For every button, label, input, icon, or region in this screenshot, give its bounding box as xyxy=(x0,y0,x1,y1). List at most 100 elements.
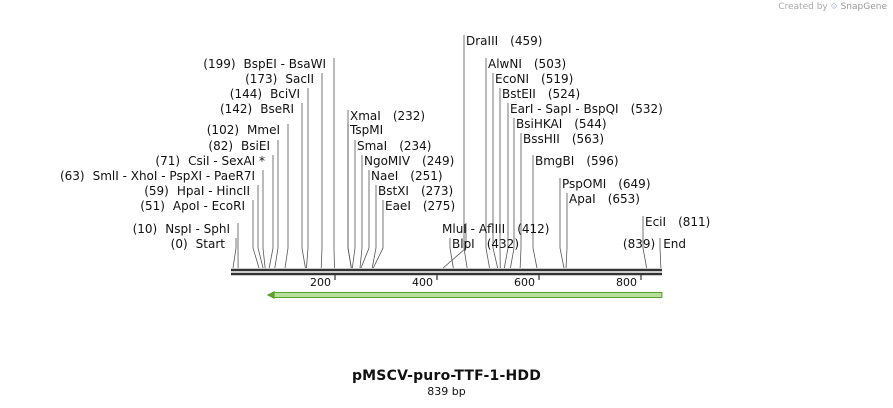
cut-position: (653) xyxy=(608,192,640,206)
leader-lines xyxy=(232,35,662,269)
leader-line-bstxi xyxy=(371,185,377,269)
enzyme-name: EaeI xyxy=(385,199,411,213)
enzyme-label-ecii: EciI (811) xyxy=(645,215,710,229)
cut-position: (544) xyxy=(574,117,606,131)
enzyme-name: TspMI xyxy=(349,123,383,137)
leader-line-smli xyxy=(262,170,266,269)
leader-line-bmgbi xyxy=(532,155,538,269)
cut-position: (503) xyxy=(534,57,566,71)
enzyme-name: BspQI xyxy=(584,102,619,116)
cut-position: (524) xyxy=(548,87,580,101)
enzyme-label-bsiei: (82) BsiEI xyxy=(208,139,270,153)
enzyme-name: XmaI xyxy=(350,109,381,123)
enzyme-name: MmeI xyxy=(247,123,280,137)
cut-position: (59) xyxy=(144,184,169,198)
leader-line-eari xyxy=(503,103,509,269)
separator: - xyxy=(202,169,214,183)
leader-line-start xyxy=(232,238,237,269)
cut-position: (142) xyxy=(220,102,252,116)
map-title-block: pMSCV-puro-TTF-1-HDD 839 bp xyxy=(0,368,893,398)
cut-position: (63) xyxy=(60,169,85,183)
cut-position: (102) xyxy=(207,123,239,137)
enzyme-name: EcoNI xyxy=(495,72,529,86)
enzyme-label-pspomi: PspOMI (649) xyxy=(562,177,651,191)
enzyme-labels: (0) Start(10) NspI - SphI(51) ApoI - EcoRI(… xyxy=(60,34,710,251)
leader-line-pspomi xyxy=(559,178,565,269)
snapgene-credit: Created by ⟐ SnapGene xyxy=(778,2,887,12)
enzyme-name: BsiHKAI xyxy=(516,117,562,131)
enzyme-label-bsshii: BssHII (563) xyxy=(523,132,604,146)
leader-line-sacii xyxy=(320,73,323,269)
enzyme-name: SapI xyxy=(545,102,571,116)
leader-line-smai xyxy=(351,140,356,269)
cut-position: (232) xyxy=(393,109,425,123)
enzyme-name: PspXI xyxy=(169,169,202,183)
enzyme-name: AflIII xyxy=(479,222,505,236)
leader-line-mmei xyxy=(284,124,289,269)
enzyme-name: EarI xyxy=(510,102,533,116)
cut-position: (251) xyxy=(410,169,442,183)
enzyme-name: NgoMIV xyxy=(364,154,411,168)
cut-position: (0) xyxy=(171,237,188,251)
leader-line-bseri xyxy=(301,103,306,269)
plasmid-name: pMSCV-puro-TTF-1-HDD xyxy=(351,368,542,384)
sequence-backbone xyxy=(231,268,662,276)
separator: - xyxy=(467,222,479,236)
enzyme-label-bspei: (199) BspEI - BsaWI xyxy=(203,57,326,71)
snapgene-logo-icon: ⟐ xyxy=(830,2,838,12)
cut-position: (234) xyxy=(399,139,431,153)
enzyme-label-hpai: (59) HpaI - HincII xyxy=(144,184,250,198)
feature-body xyxy=(272,292,663,298)
enzyme-name: SmlI xyxy=(93,169,119,183)
leader-line-draiii xyxy=(463,35,468,269)
cut-position: (649) xyxy=(618,177,650,191)
enzyme-name: ApaI xyxy=(569,192,596,206)
leader-line-bsshii xyxy=(519,133,522,269)
leader-line-ecii xyxy=(642,216,648,269)
leader-line-end xyxy=(659,238,662,269)
enzyme-name: HincII xyxy=(216,184,250,198)
enzyme-name: End xyxy=(663,237,686,251)
enzyme-label-ngomiv: NgoMIV (249) xyxy=(364,154,454,168)
enzyme-name: AlwNI xyxy=(488,57,522,71)
enzyme-name: BssHII xyxy=(523,132,560,146)
cut-position: (144) xyxy=(230,87,262,101)
feature-arrowhead xyxy=(266,291,275,299)
enzyme-name: ApoI xyxy=(173,199,200,213)
enzyme-label-bmgbi: BmgBI (596) xyxy=(535,154,619,168)
enzyme-name: MluI xyxy=(442,222,467,236)
enzyme-name: BmgBI xyxy=(535,154,574,168)
enzyme-name: SphI xyxy=(204,222,230,236)
enzyme-label-bsteii: BstEII (524) xyxy=(502,87,580,101)
enzyme-name: BspEI xyxy=(244,57,277,71)
cut-position: (459) xyxy=(510,34,542,48)
cut-position: (519) xyxy=(541,72,573,86)
separator: - xyxy=(200,199,212,213)
enzyme-label-csii: (71) CsiI - SexAI * xyxy=(155,154,265,168)
credit-text: Created by xyxy=(778,2,828,12)
leader-line-mlui xyxy=(442,223,467,269)
enzyme-label-alwni: AlwNI (503) xyxy=(488,57,566,71)
leader-line-naei xyxy=(360,170,370,269)
enzyme-label-tspmi: TspMI xyxy=(349,123,383,137)
leader-line-apoi xyxy=(252,200,260,269)
tick-label: 200 xyxy=(310,276,331,289)
enzyme-name: SacII xyxy=(285,72,314,86)
leader-line-eaei xyxy=(372,200,384,269)
feature-arrow[interactable] xyxy=(266,291,663,299)
cut-position: (596) xyxy=(586,154,618,168)
separator: - xyxy=(210,154,222,168)
enzyme-name: BlpI xyxy=(452,237,475,251)
axis-ticks: 200 400 600 800 xyxy=(310,274,642,289)
separator: - xyxy=(157,169,169,183)
cut-position: (199) xyxy=(203,57,235,71)
enzyme-name: BstXI xyxy=(378,184,409,198)
enzyme-name: BciVI xyxy=(270,87,300,101)
enzyme-label-draiii: DraIII (459) xyxy=(466,34,542,48)
enzyme-label-econi: EcoNI (519) xyxy=(495,72,573,86)
enzyme-label-bsihkai: BsiHKAI (544) xyxy=(516,117,607,131)
enzyme-name: NspI xyxy=(165,222,191,236)
cut-position: (173) xyxy=(245,72,277,86)
enzyme-name: PspOMI xyxy=(562,177,606,191)
